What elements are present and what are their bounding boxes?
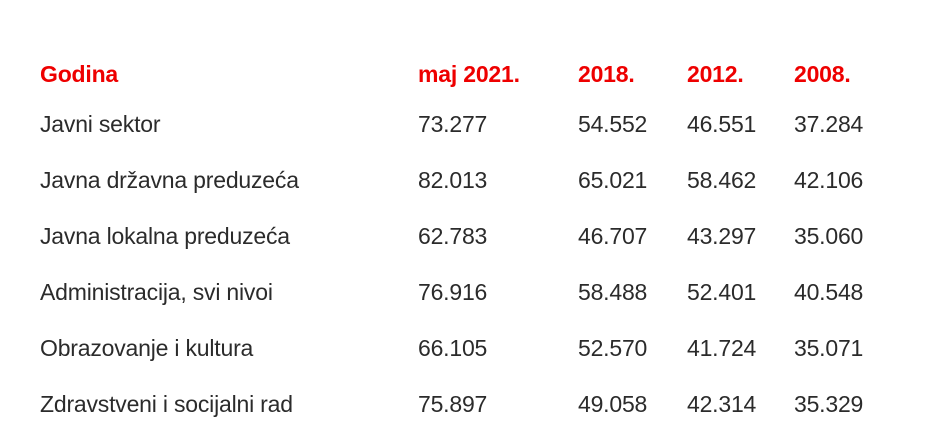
cell-value: 49.058 — [578, 390, 648, 417]
cell-value: 43.297 — [687, 222, 757, 249]
cell-value: 58.462 — [687, 166, 757, 193]
page: Godina maj 2021. 2018. 2012. 2008. Javni… — [40, 61, 863, 417]
cell-value: 62.783 — [418, 222, 488, 249]
cell-value: 66.105 — [418, 334, 488, 361]
table-row: Javna lokalna preduzeća 62.783 46.707 43… — [40, 208, 904, 264]
cell-value: 37.284 — [794, 110, 864, 137]
cell-value: 35.060 — [794, 222, 864, 249]
cell-value: 35.329 — [794, 390, 864, 417]
cell-value: 75.897 — [418, 390, 488, 417]
cell-value: 41.724 — [687, 334, 757, 361]
cell-value: 42.106 — [794, 166, 864, 193]
header-godina: Godina — [40, 60, 119, 87]
cell-value: 46.551 — [687, 110, 757, 137]
cell-value: 52.570 — [578, 334, 648, 361]
table-row: Javni sektor 73.277 54.552 46.551 37.284 — [40, 96, 904, 152]
table-row: Obrazovanje i kultura 66.105 52.570 41.7… — [40, 320, 904, 376]
cell-value: 52.401 — [687, 278, 757, 305]
row-label: Obrazovanje i kultura — [40, 334, 254, 361]
cell-value: 42.314 — [687, 390, 757, 417]
row-label: Javni sektor — [40, 110, 161, 137]
cell-value: 58.488 — [578, 278, 648, 305]
cell-value: 76.916 — [418, 278, 488, 305]
header-row: Godina maj 2021. 2018. 2012. 2008. — [40, 52, 904, 96]
cell-value: 73.277 — [418, 110, 488, 137]
cell-value: 40.548 — [794, 278, 864, 305]
header-2018: 2018. — [578, 60, 635, 87]
row-label: Javna državna preduzeća — [40, 166, 299, 193]
cell-value: 65.021 — [578, 166, 648, 193]
header-2012: 2012. — [687, 60, 744, 87]
cell-value: 82.013 — [418, 166, 488, 193]
table-row: Zdravstveni i socijalni rad 75.897 49.05… — [40, 376, 904, 432]
header-2008: 2008. — [794, 60, 851, 87]
cell-value: 46.707 — [578, 222, 648, 249]
cell-value: 54.552 — [578, 110, 648, 137]
header-maj-2021: maj 2021. — [418, 60, 520, 87]
cell-value: 35.071 — [794, 334, 864, 361]
table-row: Javna državna preduzeća 82.013 65.021 58… — [40, 152, 904, 208]
salary-table: Godina maj 2021. 2018. 2012. 2008. Javni… — [40, 52, 904, 432]
row-label: Javna lokalna preduzeća — [40, 222, 290, 249]
row-label: Zdravstveni i socijalni rad — [40, 390, 293, 417]
table-row: Administracija, svi nivoi 76.916 58.488 … — [40, 264, 904, 320]
row-label: Administracija, svi nivoi — [40, 278, 273, 305]
